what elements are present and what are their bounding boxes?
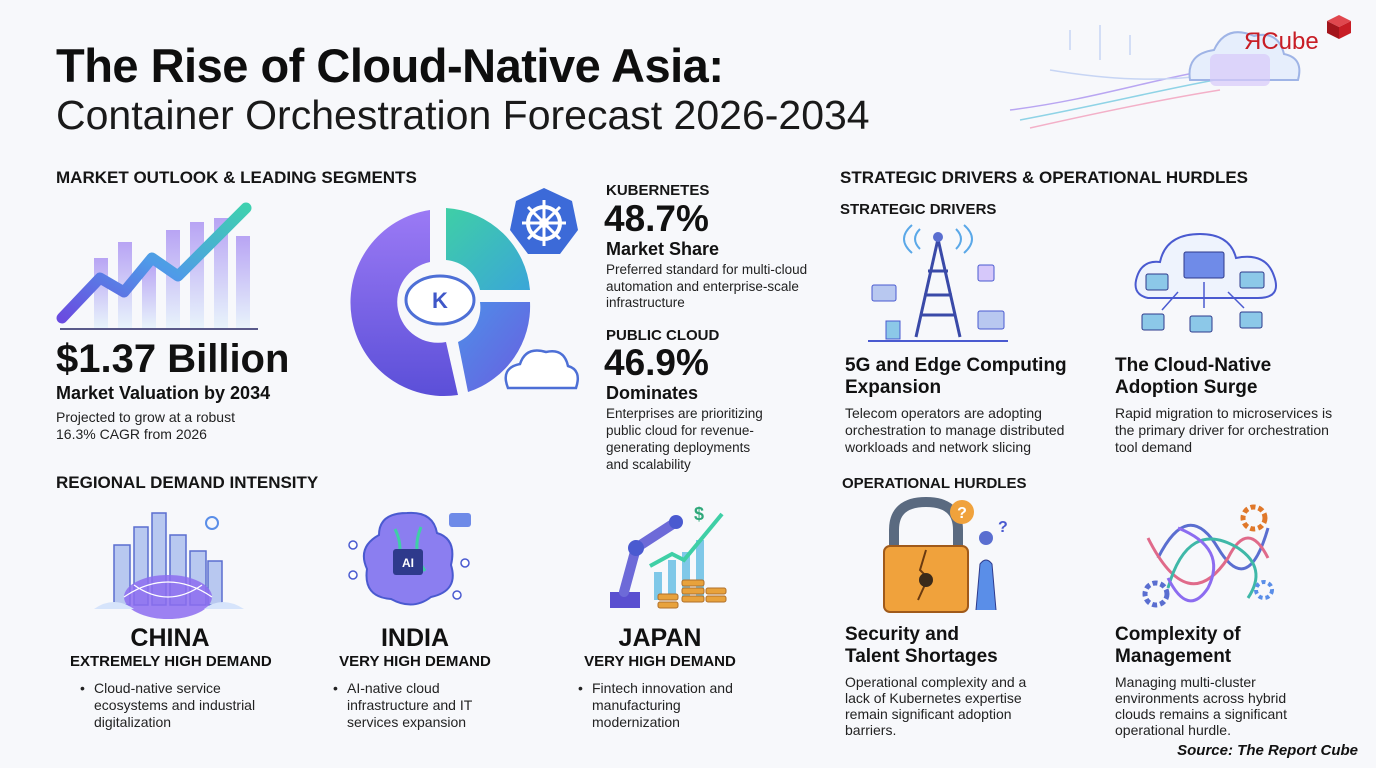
kubernetes-text: Preferred standard for multi-cloud autom… [606,262,808,310]
svg-text:?: ? [998,519,1008,536]
driver-title: 5G and Edge Computing Expansion [845,355,1067,398]
logo-cube-icon [1327,15,1351,39]
cloud-containers-icon [1134,232,1277,333]
region-bullet: Cloud-native service ecosystems and indu… [78,680,279,731]
hurdle-title: Security and Talent Shortages [845,624,998,667]
japan-robot-finance-icon: $ [610,504,727,609]
region-japan: JAPAN VERY HIGH DEMAND Fintech innovatio… [560,624,760,731]
valuation-note: Projected to grow at a robust 16.3% CAGR… [56,409,235,442]
page-title: The Rise of Cloud-Native Asia: [56,39,724,92]
public-cloud-text: Enterprises are prioritizing public clou… [606,406,763,472]
public-cloud-sub: Dominates [606,383,699,403]
kubernetes-icon [510,188,578,254]
region-name: CHINA [130,624,210,652]
hurdle-security-card: Security and Talent Shortages Operationa… [845,624,1085,738]
public-cloud-label: PUBLIC CLOUD [606,327,720,344]
hurdle-complexity-card: Complexity of Management Managing multi-… [1115,624,1345,738]
region-bullet: Fintech innovation and manufacturing mod… [576,680,752,731]
region-level: VERY HIGH DEMAND [339,653,491,670]
report-cube-logo: ЯCube [1234,15,1352,62]
market-valuation: $1.37 Billion [56,337,290,381]
kubernetes-value: 48.7% [604,198,709,239]
china-city-icon [94,512,244,619]
valuation-label: Market Valuation by 2034 [56,383,271,403]
kubernetes-label: KUBERNETES [606,182,710,199]
regional-section-title: REGIONAL DEMAND INTENSITY [56,473,319,492]
5g-tower-icon [868,224,1008,342]
hurdle-text: Managing multi-cluster environments acro… [1115,674,1287,738]
region-china: CHINA EXTREMELY HIGH DEMAND Cloud-native… [70,624,272,731]
hurdle-text: Operational complexity and a lack of Kub… [845,674,1027,738]
region-name: JAPAN [618,624,702,652]
driver-title: The Cloud-Native Adoption Surge [1115,355,1272,398]
donut-center-letter: K [432,288,448,313]
strategic-section-title: STRATEGIC DRIVERS & OPERATIONAL HURDLES [840,168,1249,187]
driver-5g-card: 5G and Edge Computing Expansion Telecom … [845,355,1085,456]
drivers-title: STRATEGIC DRIVERS [840,201,997,218]
driver-text: Telecom operators are adopting orchestra… [845,405,1065,455]
public-cloud-value: 46.9% [604,342,709,383]
growth-chart-icon [56,202,258,330]
hurdle-title: Complexity of Management [1115,624,1241,667]
region-india: INDIA VERY HIGH DEMAND AI-native cloud i… [315,624,515,731]
region-name: INDIA [380,624,450,652]
svg-text:$: $ [694,504,704,524]
india-ai-brain-icon: AI [348,511,471,606]
region-bullet: AI-native cloud infrastructure and IT se… [331,680,507,731]
kubernetes-sub: Market Share [606,239,720,259]
driver-text: Rapid migration to microservices is the … [1115,405,1333,455]
ai-chip-label: AI [402,556,414,570]
market-section-title: MARKET OUTLOOK & LEADING SEGMENTS [56,168,417,187]
market-share-donut: K [350,208,579,397]
source-credit: Source: The Report Cube [1177,742,1358,759]
hurdles-title: OPERATIONAL HURDLES [842,475,1027,492]
cloud-network-illustration [1009,25,1301,129]
region-level: EXTREMELY HIGH DEMAND [70,653,272,670]
security-lock-icon: ? ? [883,496,1008,613]
svg-text:?: ? [957,505,967,522]
logo-text: ЯCube [1244,28,1319,55]
region-level: VERY HIGH DEMAND [584,653,736,670]
driver-cloud-native-card: The Cloud-Native Adoption Surge Rapid mi… [1115,355,1345,456]
tangled-cables-icon [1142,504,1274,608]
page-subtitle: Container Orchestration Forecast 2026-20… [56,92,870,138]
